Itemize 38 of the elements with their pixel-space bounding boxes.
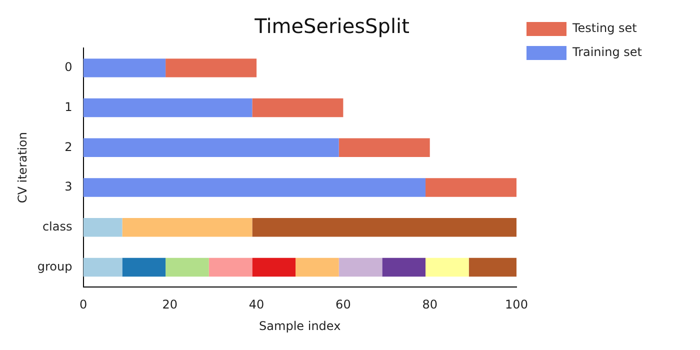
legend-label: Training set — [571, 45, 642, 60]
bar — [426, 178, 516, 197]
bar — [83, 58, 166, 78]
bar — [83, 178, 426, 197]
bar — [252, 218, 516, 237]
y-tick-label: 3 — [64, 180, 72, 194]
bar — [166, 258, 209, 277]
bar — [83, 218, 122, 237]
bar — [208, 258, 252, 277]
bar — [122, 258, 166, 277]
y-tick-label: 0 — [64, 60, 72, 74]
legend-label: Testing set — [571, 21, 638, 36]
y-axis-title: CV iteration — [15, 132, 30, 204]
bar — [83, 138, 339, 158]
bar — [468, 258, 516, 277]
bar — [252, 258, 296, 277]
bar — [426, 258, 469, 277]
bar — [83, 258, 122, 277]
bar — [382, 258, 426, 277]
bar — [252, 98, 344, 118]
x-tick-label: 20 — [162, 298, 178, 312]
y-tick-label: 1 — [64, 100, 72, 114]
bar — [166, 58, 257, 78]
bar — [83, 98, 252, 118]
y-tick-label: class — [42, 220, 72, 234]
y-tick-label: 2 — [64, 140, 72, 154]
x-tick-label: 80 — [422, 298, 438, 312]
x-tick-label: 100 — [505, 298, 528, 312]
x-tick-label: 60 — [336, 298, 351, 312]
bar — [338, 258, 382, 277]
bar — [338, 138, 430, 158]
x-tick-label: 0 — [79, 298, 88, 312]
bar — [296, 258, 339, 277]
x-tick-label: 40 — [248, 298, 264, 312]
x-axis-title: Sample index — [259, 318, 341, 333]
y-tick-label: group — [37, 259, 72, 274]
bar — [122, 218, 252, 237]
chart-title: TimeSeriesSplit — [254, 14, 410, 38]
